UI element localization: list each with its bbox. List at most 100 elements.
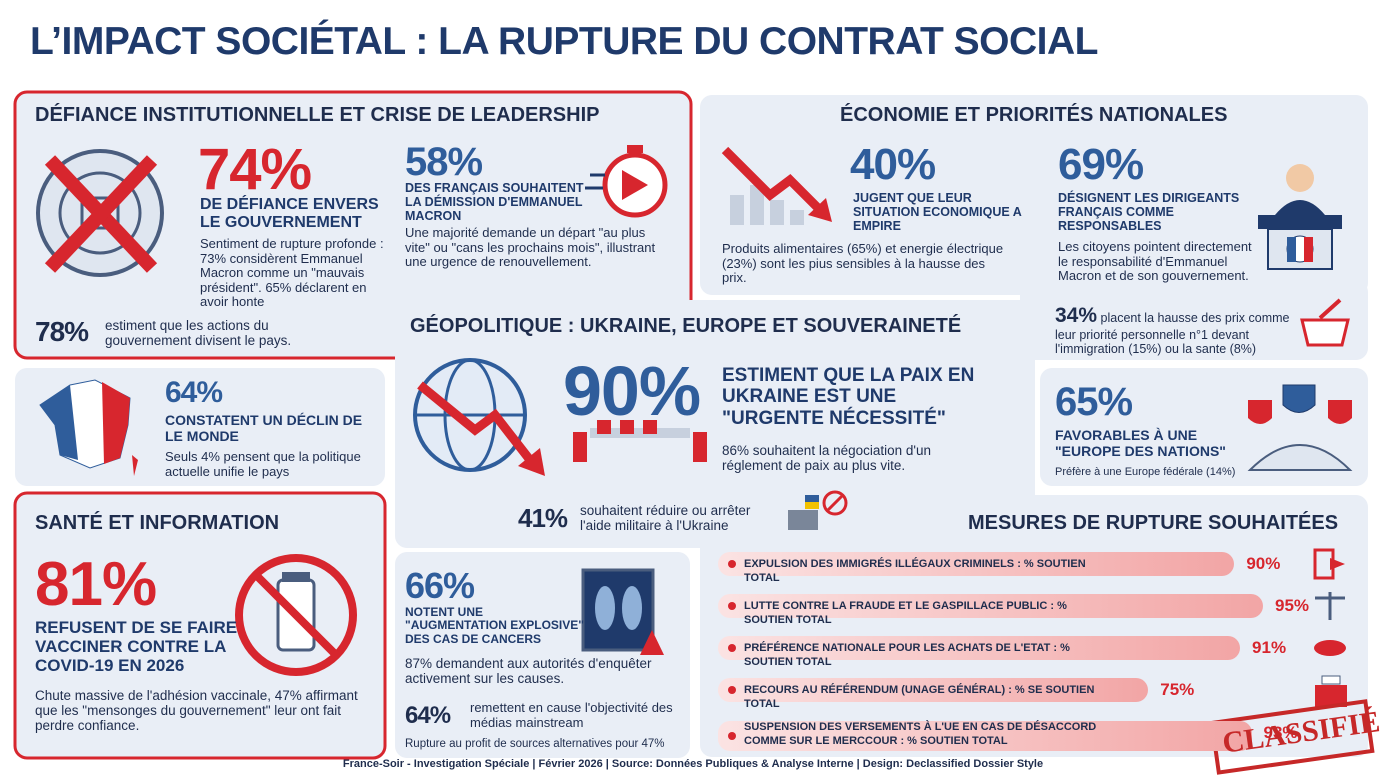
down-chart-icon xyxy=(721,146,832,225)
stat-text: estiment que les actions du gouvernement… xyxy=(105,318,292,349)
measure-value: 90% xyxy=(1246,554,1281,573)
stat-value: 65% xyxy=(1055,380,1133,424)
globe-icon xyxy=(413,358,545,476)
stat-text: souhaitent réduire ou arrêter l'aide mil… xyxy=(580,503,751,534)
measure-value: 93% xyxy=(1263,723,1298,742)
bar xyxy=(718,721,1252,751)
stat-value: 41% xyxy=(518,503,568,533)
stat-text: 86% souhaitent la négociation d'un régle… xyxy=(722,443,931,474)
stat-value: 40% xyxy=(850,140,936,189)
bar xyxy=(718,594,1263,618)
icon-shape xyxy=(700,95,1368,295)
icon-shape xyxy=(1247,444,1353,471)
icon-shape xyxy=(581,568,655,652)
bar xyxy=(718,678,1149,702)
stat-value: 34% xyxy=(1055,304,1098,327)
stat-heading: DES FRANÇAIS SOUHAITENT LA DÉMISSION D'E… xyxy=(405,181,584,223)
bullet xyxy=(728,560,736,568)
icon-shape xyxy=(1282,384,1316,413)
bar xyxy=(718,636,1241,660)
icon-shape xyxy=(1275,200,1325,215)
stat-text: 87% demandent aux autorités d'enquêter a… xyxy=(405,656,652,687)
stat-value: 90% xyxy=(563,352,701,430)
xray-icon xyxy=(581,568,664,655)
stat-text: Chute massive de l'adhésion vaccinale, 4… xyxy=(35,688,358,734)
icon-shape xyxy=(58,171,142,255)
section-title: MESURES DE RUPTURE SOUHAITÉES xyxy=(968,512,1339,534)
stat-text: Préfère à une Europe fédérale (14%) xyxy=(1055,466,1236,478)
page-title: L’IMPACT SOCIÉTAL : LA RUPTURE DU CONTRA… xyxy=(30,20,1098,63)
icon-shape xyxy=(597,420,611,434)
icon-shape xyxy=(622,586,642,630)
icon-shape xyxy=(1300,318,1350,347)
stat-text: Les citoyens pointent directement le res… xyxy=(1058,239,1252,284)
table-icon xyxy=(573,420,707,462)
stat-text: Produits alimentaires (65%) et energie é… xyxy=(722,241,1004,286)
icon-shape xyxy=(1020,280,1368,360)
measure-label: SUSPENSION DES VERSEMENTS À L'UE EN CAS … xyxy=(744,721,1097,747)
bullet xyxy=(728,644,736,652)
section-title: SANTÉ ET INFORMATION xyxy=(35,512,280,534)
icon-shape xyxy=(518,448,545,476)
icon-shape xyxy=(1318,298,1342,320)
stopwatch-icon xyxy=(585,145,668,218)
measure-label: LUTTE CONTRE LA FRAUDE ET LE GASPILLACE … xyxy=(744,600,1067,626)
icon-shape xyxy=(573,432,587,462)
icon-shape xyxy=(1258,215,1342,229)
icon-shape xyxy=(770,200,784,225)
bullet xyxy=(728,686,736,694)
stat-value: 58% xyxy=(405,140,483,184)
icon-shape xyxy=(102,382,130,464)
icon-shape xyxy=(1248,400,1272,424)
icon-shape xyxy=(826,494,844,512)
france-map-icon xyxy=(39,379,138,476)
icon-shape xyxy=(1330,558,1345,570)
icon-shape xyxy=(1328,400,1352,424)
icon-shape xyxy=(808,198,832,222)
icon-shape xyxy=(643,420,657,434)
stat-value: 64% xyxy=(165,376,223,409)
stat-value: 81% xyxy=(35,550,157,619)
icon-shape xyxy=(1287,237,1296,262)
icon-shape xyxy=(788,510,818,530)
truck-icon xyxy=(788,490,848,530)
icon-shape xyxy=(80,196,120,230)
icon-shape xyxy=(822,490,848,516)
stat-heading: DE DÉFIANCE ENVERS LE GOUVERNEMENT xyxy=(200,196,379,231)
measure-label: RECOURS AU RÉFÉRENDUM (UNAGE GÉNÉRAL) : … xyxy=(744,684,1095,710)
stat-note: Rupture au profit de sources alternative… xyxy=(405,738,665,750)
icon-shape xyxy=(627,145,643,153)
stat-text: Sentiment de rupture profonde : 73% cons… xyxy=(200,236,384,310)
stat-value: 66% xyxy=(405,565,475,606)
bullet xyxy=(728,732,736,740)
stat-heading: JUGENT QUE LEUR SITUATION ECONOMIQUE A E… xyxy=(853,191,1022,233)
stat-value: 64% xyxy=(405,702,451,729)
measure-value: 91% xyxy=(1252,638,1287,657)
stat-text: Seuls 4% pensent que la politique actuel… xyxy=(165,449,361,479)
stat-text: Une majorité demande un départ "au plus … xyxy=(405,225,656,270)
icon-shape xyxy=(750,185,764,225)
icon-shape xyxy=(253,572,339,658)
icon-shape xyxy=(620,420,634,434)
europe-icon xyxy=(1247,384,1353,471)
icon-shape xyxy=(640,630,664,655)
basket-icon xyxy=(1300,298,1350,347)
icon-shape xyxy=(790,210,804,225)
icon-shape xyxy=(282,572,310,582)
stat-heading: ESTIMENT QUE LA PAIX EN UKRAINE EST UNE … xyxy=(722,365,975,429)
icon-shape xyxy=(590,428,690,438)
icon-shape xyxy=(721,146,824,214)
vaccine-icon xyxy=(235,554,357,676)
icon-shape xyxy=(730,195,744,225)
footer: France-Soir - Investigation Spéciale | F… xyxy=(342,758,1044,770)
stat-block: 34% placent la hausse des prix comme leu… xyxy=(1055,304,1305,356)
icon-shape xyxy=(595,586,615,630)
stat-value: 69% xyxy=(1058,140,1144,189)
icon-shape xyxy=(44,155,158,273)
measure-label: EXPULSION DES IMMIGRÉS ILLÉGAUX CRIMINEL… xyxy=(744,558,1086,584)
icon-shape xyxy=(622,170,648,200)
podium-icon xyxy=(1258,164,1342,270)
icon-shape xyxy=(1321,675,1341,685)
bar xyxy=(718,552,1235,576)
